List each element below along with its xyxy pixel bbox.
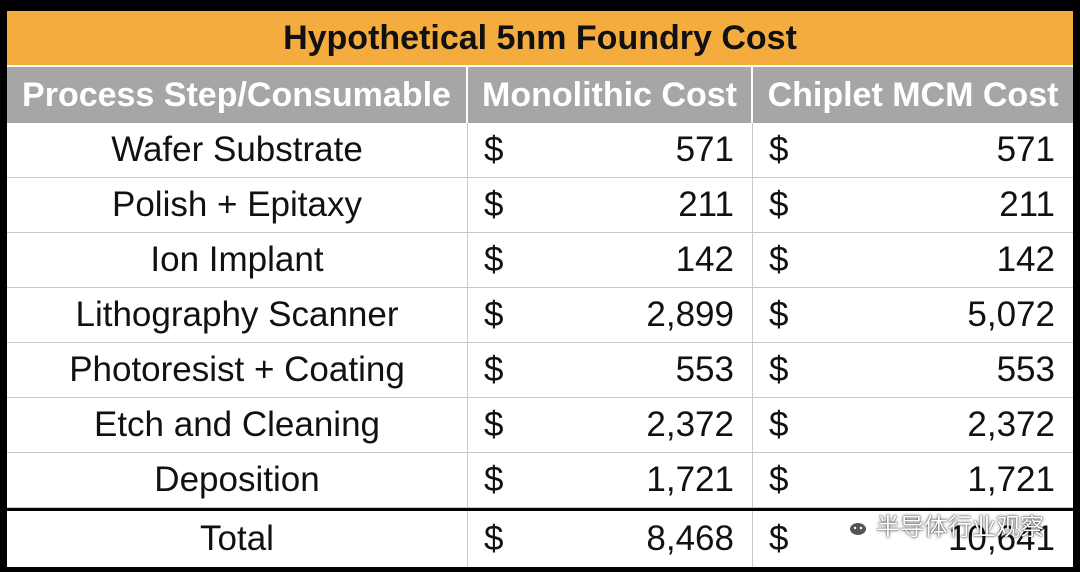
table-row: Deposition $1,721 $1,721 [7,453,1073,508]
header-chiplet-mcm-cost: Chiplet MCM Cost [767,75,1059,114]
monolithic-value: 553 [675,350,734,389]
currency-symbol: $ [769,185,789,224]
total-row: Total $8,468 $10,641 [7,508,1073,567]
currency-symbol: $ [484,130,504,169]
table-title: Hypothetical 5nm Foundry Cost [7,11,1073,67]
currency-symbol: $ [484,350,504,389]
chiplet-cost-cell: $142 [753,233,1073,287]
currency-symbol: $ [484,405,504,444]
total-monolithic-value: 8,468 [646,519,734,558]
chiplet-value: 142 [996,240,1055,279]
total-chiplet-value: 10,641 [947,519,1055,558]
step-name: Deposition [7,453,468,507]
table-row: Lithography Scanner $2,899 $5,072 [7,288,1073,343]
currency-symbol: $ [769,130,789,169]
chiplet-cost-cell: $1,721 [753,453,1073,507]
monolithic-cost-cell: $142 [468,233,753,287]
monolithic-cost-cell: $2,899 [468,288,753,342]
chiplet-value: 571 [996,130,1055,169]
monolithic-value: 2,372 [646,405,734,444]
wechat-icon [836,512,868,537]
monolithic-cost-cell: $553 [468,343,753,397]
table-row: Wafer Substrate $571 $571 [7,123,1073,178]
total-monolithic-cell: $8,468 [468,511,753,567]
currency-symbol: $ [484,295,504,334]
step-name: Polish + Epitaxy [7,178,468,232]
step-name: Wafer Substrate [7,123,468,177]
chiplet-cost-cell: $571 [753,123,1073,177]
monolithic-cost-cell: $1,721 [468,453,753,507]
total-chiplet-cell: $10,641 [753,511,1073,567]
total-label: Total [7,511,468,567]
table-row: Polish + Epitaxy $211 $211 [7,178,1073,233]
table-row: Ion Implant $142 $142 [7,233,1073,288]
currency-symbol: $ [484,519,504,558]
currency-symbol: $ [484,460,504,499]
chiplet-value: 1,721 [967,460,1055,499]
currency-symbol: $ [484,185,504,224]
currency-symbol: $ [769,460,789,499]
chiplet-value: 211 [999,185,1055,224]
cost-table: Hypothetical 5nm Foundry Cost Process St… [7,11,1073,567]
monolithic-value: 571 [675,130,734,169]
currency-symbol: $ [769,405,789,444]
currency-symbol: $ [484,240,504,279]
monolithic-cost-cell: $211 [468,178,753,232]
header-process-step: Process Step/Consumable [7,67,468,123]
monolithic-value: 1,721 [646,460,734,499]
monolithic-value: 211 [678,185,734,224]
monolithic-cost-cell: $571 [468,123,753,177]
step-name: Etch and Cleaning [7,398,468,452]
chiplet-value: 5,072 [967,295,1055,334]
header-row: Process Step/Consumable Monolithic Cost … [7,67,1073,123]
currency-symbol: $ [769,350,789,389]
header-monolithic-cost: Monolithic Cost [468,67,753,123]
monolithic-value: 2,899 [646,295,734,334]
table-row: Etch and Cleaning $2,372 $2,372 [7,398,1073,453]
watermark-text: 半导体行业观察 [876,513,1044,541]
step-name: Ion Implant [7,233,468,287]
chiplet-cost-cell: $211 [753,178,1073,232]
chiplet-value: 553 [996,350,1055,389]
table-body: Wafer Substrate $571 $571 Polish + Epita… [7,123,1073,508]
chiplet-cost-cell: $2,372 [753,398,1073,452]
currency-symbol: $ [769,519,789,558]
table-row: Photoresist + Coating $553 $553 [7,343,1073,398]
monolithic-value: 142 [675,240,734,279]
monolithic-cost-cell: $2,372 [468,398,753,452]
chiplet-cost-cell: $5,072 [753,288,1073,342]
currency-symbol: $ [769,240,789,279]
chiplet-cost-cell: $553 [753,343,1073,397]
chiplet-value: 2,372 [967,405,1055,444]
watermark: 半导体行业观察 [836,507,1044,542]
step-name: Photoresist + Coating [7,343,468,397]
step-name: Lithography Scanner [7,288,468,342]
currency-symbol: $ [769,295,789,334]
